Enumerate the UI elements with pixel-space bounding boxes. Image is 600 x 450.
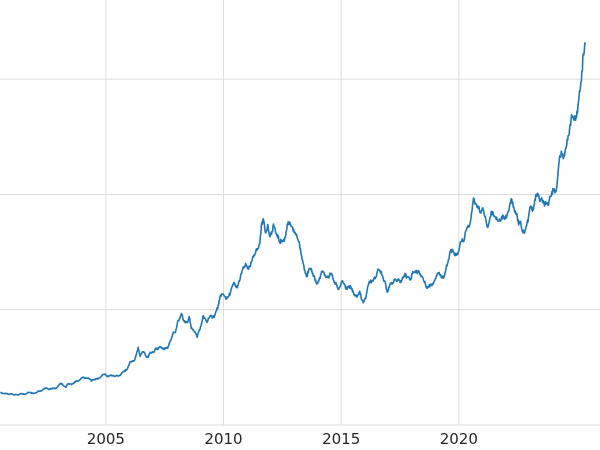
- price-line-series: [0, 42, 587, 396]
- x-tick-label: 2020: [440, 430, 478, 448]
- x-tick-label: 2010: [204, 430, 242, 448]
- x-tick-label: 2015: [322, 430, 360, 448]
- x-tick-label: 2005: [87, 430, 125, 448]
- x-axis-tick-labels: 2005 2010 2015 2020: [87, 430, 478, 448]
- gridlines: [0, 0, 600, 426]
